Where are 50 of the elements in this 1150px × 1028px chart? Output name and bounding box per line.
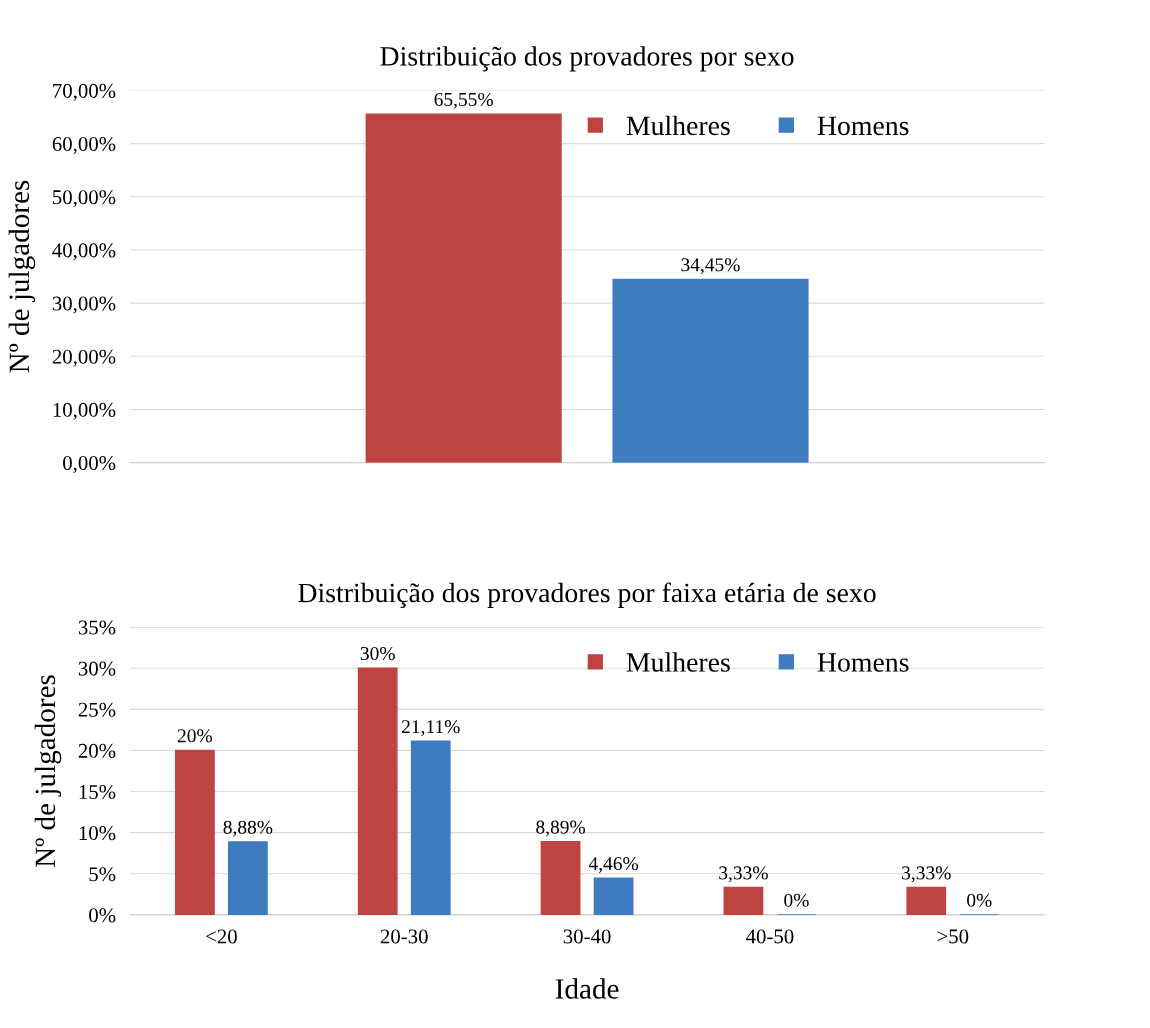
y-tick-label: 70,00% [53, 83, 116, 101]
y-tick-label: 35% [78, 620, 116, 635]
bar [540, 841, 581, 915]
y-axis-title: Nº de julgadores [8, 180, 36, 373]
y-tick-label: 40,00% [52, 243, 116, 261]
legend-label: Homens [817, 653, 909, 672]
data-label: 0% [784, 893, 809, 907]
data-label: 8,88% [223, 820, 273, 837]
data-label: 3,33% [719, 866, 768, 883]
data-label: 4,46% [588, 857, 639, 873]
legend-label: Mulheres [626, 652, 730, 672]
y-axis-title: Nº de julgadores [34, 675, 62, 868]
data-label: 34,45% [681, 258, 740, 275]
data-label: 8,89% [536, 820, 586, 837]
x-axis-title: Idade [555, 978, 619, 999]
y-tick-label: 15% [79, 784, 116, 800]
data-label: 20% [177, 729, 213, 743]
x-tick-label: 20-30 [380, 929, 428, 944]
y-tick-label: 60,00% [52, 137, 116, 155]
bar [357, 667, 398, 915]
bar [906, 886, 947, 915]
bar [227, 841, 268, 915]
data-label: 0% [967, 893, 992, 907]
x-tick-label: <20 [206, 929, 237, 944]
y-tick-label: 10% [79, 826, 116, 841]
x-tick-label: 30-40 [563, 929, 611, 944]
data-label: 3,33% [902, 866, 951, 883]
data-label: 65,55% [434, 92, 493, 109]
chart-title: Distribuição dos provadores por faixa etária de sexo [298, 582, 876, 608]
chart-title: Distribuição dos provadores por sexo [380, 46, 794, 72]
y-tick-label: 0% [89, 908, 116, 923]
y-tick-label: 20% [78, 743, 116, 758]
y-tick-label: 30% [78, 661, 116, 676]
bar [174, 749, 215, 915]
x-tick-label: >50 [937, 929, 969, 944]
y-tick-label: 10,00% [53, 402, 116, 420]
data-label: 30% [360, 646, 395, 661]
bar [723, 886, 764, 915]
y-tick-label: 25% [78, 702, 116, 717]
legend-label: Homens [817, 116, 909, 136]
y-tick-label: 30,00% [52, 296, 116, 314]
legend-label: Mulheres [626, 115, 730, 136]
y-tick-label: 5% [89, 867, 116, 882]
x-tick-label: 40-50 [746, 929, 794, 944]
data-label: 21,11% [401, 720, 460, 736]
bar [410, 740, 451, 915]
bar [593, 877, 634, 915]
y-tick-label: 0,00% [63, 455, 116, 474]
y-tick-label: 20,00% [52, 349, 116, 367]
y-tick-label: 50,00% [53, 190, 116, 208]
